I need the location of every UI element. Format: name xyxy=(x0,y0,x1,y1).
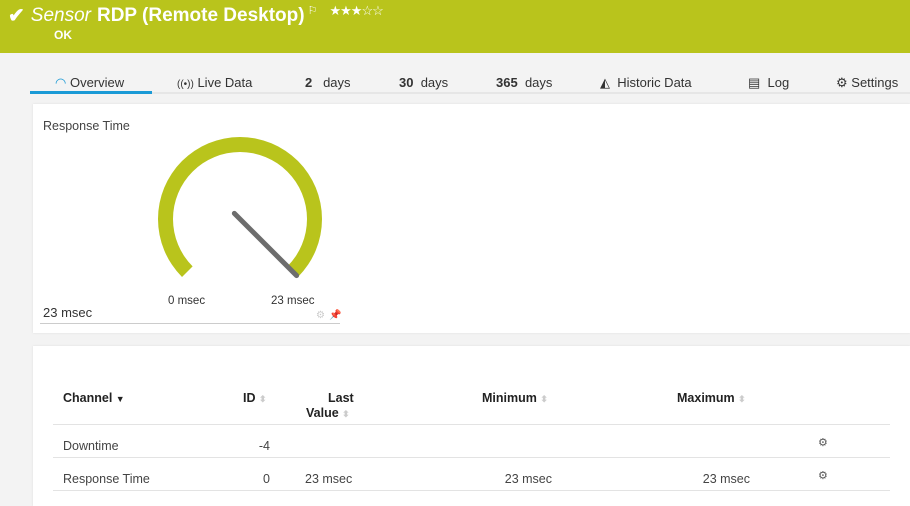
tab-settings[interactable]: ⚙ Settings xyxy=(836,75,898,91)
tab-label: Settings xyxy=(851,75,899,90)
gauge-needle xyxy=(231,210,300,279)
sensor-title: RDP (Remote Desktop) xyxy=(96,5,305,26)
tab-log[interactable]: ▤ Log xyxy=(748,75,789,91)
sort-icon: ⬍ xyxy=(540,394,548,404)
gear-icon[interactable]: ⚙ xyxy=(316,310,325,321)
sensor-type-label: Sensor xyxy=(30,5,91,26)
tab-num: 365 xyxy=(496,75,518,90)
header-label: Maximum xyxy=(677,391,735,405)
tab-365-days[interactable]: 365 days xyxy=(496,75,552,90)
sensor-title-row: ✔ Sensor RDP (Remote Desktop) ⚐ ★★★☆☆ xyxy=(8,3,384,28)
status-text: OK xyxy=(54,28,72,42)
header-label: Minimum xyxy=(482,391,537,405)
cell-id: 0 xyxy=(263,472,270,486)
gauge-title: Response Time xyxy=(43,119,130,133)
sort-icon: ⬍ xyxy=(342,409,350,419)
caret-down-icon: ▼ xyxy=(115,394,125,404)
channels-panel xyxy=(33,346,910,506)
tab-label: days xyxy=(420,75,449,90)
sensor-header: ✔ Sensor RDP (Remote Desktop) ⚐ ★★★☆☆ OK xyxy=(0,0,910,53)
check-icon: ✔ xyxy=(8,5,25,27)
tab-historic-data[interactable]: ◭ Historic Data xyxy=(600,75,692,91)
column-last-value[interactable]: Value ⬍ xyxy=(306,406,350,422)
channel-settings-icon[interactable]: ⚙ xyxy=(818,470,828,482)
sort-icon: ⬍ xyxy=(738,394,746,404)
broadcast-icon: ((•)) xyxy=(177,79,194,90)
cell-maximum: 23 msec xyxy=(702,472,750,486)
tab-label: Historic Data xyxy=(617,75,692,90)
column-minimum[interactable]: Minimum ⬍ xyxy=(482,391,548,407)
tab-2-days[interactable]: 2 days xyxy=(305,75,351,90)
tab-num: 2 xyxy=(305,75,313,90)
column-channel[interactable]: Channel ▼ xyxy=(63,391,125,407)
area-chart-icon: ◭ xyxy=(600,75,610,90)
tab-divider xyxy=(30,92,910,94)
priority-stars[interactable]: ★★★☆☆ xyxy=(329,3,383,18)
active-tab-indicator xyxy=(30,91,152,94)
gauge-icon: ◠ xyxy=(55,75,67,90)
tab-30-days[interactable]: 30 days xyxy=(399,75,448,90)
header-label: Channel xyxy=(63,391,113,405)
channel-settings-icon[interactable]: ⚙ xyxy=(818,437,828,449)
column-maximum[interactable]: Maximum ⬍ xyxy=(677,391,746,407)
cell-id: -4 xyxy=(258,439,270,453)
gauge-max-label: 23 msec xyxy=(271,295,315,307)
row-divider xyxy=(53,457,890,458)
gauge-divider xyxy=(40,323,340,324)
tab-live-data[interactable]: ((•)) Live Data xyxy=(177,75,252,90)
gauge-chart xyxy=(158,136,322,279)
header-label: Value xyxy=(306,406,339,420)
cell-channel[interactable]: Response Time xyxy=(63,472,150,486)
tab-label: days xyxy=(323,75,351,90)
gauge-arc xyxy=(158,136,322,277)
gear-icon: ⚙ xyxy=(836,75,848,90)
tab-label: Log xyxy=(767,75,790,90)
log-icon: ▤ xyxy=(748,75,761,90)
tab-label: days xyxy=(524,75,553,90)
tab-num: 30 xyxy=(399,75,414,90)
header-label: ID xyxy=(243,391,256,405)
cell-minimum: 23 msec xyxy=(504,472,552,486)
row-divider xyxy=(53,424,890,425)
tab-overview[interactable]: ◠ Overview xyxy=(55,75,124,91)
row-divider xyxy=(53,490,890,491)
cell-last-value: 23 msec xyxy=(305,472,353,486)
tab-label: Live Data xyxy=(197,75,253,90)
flag-icon[interactable]: ⚐ xyxy=(307,5,318,17)
column-id[interactable]: ID ⬍ xyxy=(243,391,267,407)
column-last-label-1: Last xyxy=(328,391,354,405)
cell-channel[interactable]: Downtime xyxy=(63,439,119,453)
gauge-min-label: 0 msec xyxy=(168,295,206,307)
gauge-panel: Response Time 0 msec 23 msec 23 msec ⚙ 📌 xyxy=(33,104,910,333)
pin-icon[interactable]: 📌 xyxy=(329,310,342,321)
tab-label: Overview xyxy=(69,75,125,90)
gauge-value-label: 23 msec xyxy=(43,305,93,320)
sort-icon: ⬍ xyxy=(258,394,267,404)
